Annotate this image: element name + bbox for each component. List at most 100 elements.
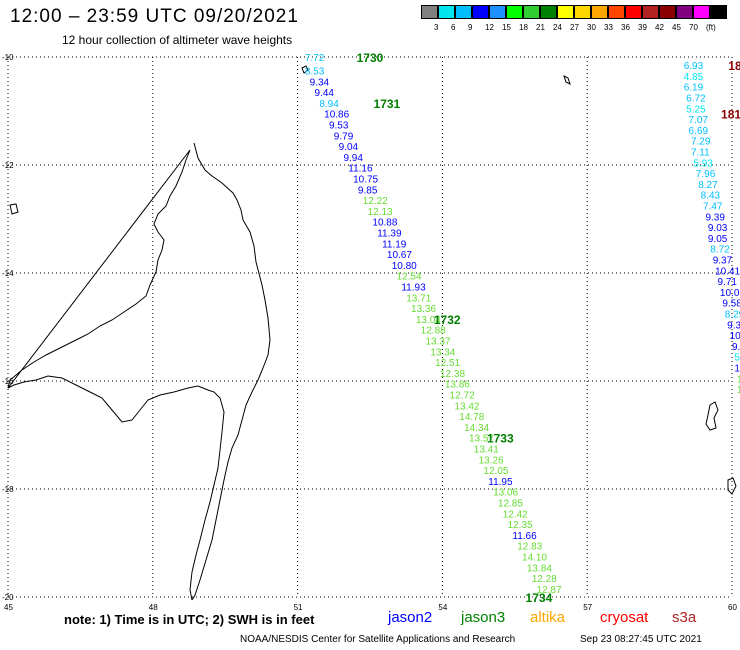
satellite-altika: altika (530, 609, 566, 626)
swh-value: 9.04 (339, 142, 359, 153)
satellite-jason3: jason3 (461, 609, 506, 626)
lat-tick-label: -18 (2, 485, 14, 494)
pass-labels: 173017311732173317341814181318 (357, 51, 740, 605)
island-3 (705, 401, 719, 431)
swh-value: 13.71 (406, 293, 431, 304)
colorbar-swatch (710, 5, 727, 19)
lat-tick-label: -12 (2, 161, 14, 170)
colorbar-label: 39 (638, 23, 647, 32)
swh-value: 7.96 (696, 169, 716, 180)
swh-value: 10.01 (720, 288, 740, 299)
swh-value: 8.29 (725, 310, 740, 321)
colorbar-swatch (438, 5, 455, 19)
colorbar-label: 42 (655, 23, 664, 32)
swh-value: 12.13 (368, 207, 393, 218)
lon-tick-label: 57 (583, 603, 592, 612)
island-5 (9, 203, 19, 215)
pass-number: 1813 (721, 108, 740, 122)
pass-number: 1731 (374, 97, 401, 111)
colorbar-swatch (676, 5, 693, 19)
swh-value: 6.93 (684, 61, 704, 72)
swh-value: 10.86 (324, 110, 349, 121)
swh-value: 11.39 (377, 229, 402, 240)
swh-value: 4.85 (684, 72, 704, 83)
colorbar-swatch (540, 5, 557, 19)
swh-value: 13.57 (469, 434, 494, 445)
swh-value: 10.88 (372, 218, 397, 229)
swh-value: 10.67 (387, 250, 412, 261)
swh-value: 12.35 (508, 520, 533, 531)
swh-value: 6.72 (686, 94, 706, 105)
swh-value: 10.04 (730, 331, 740, 342)
swh-value: 13.37 (426, 337, 451, 348)
swh-value: 12.51 (435, 358, 460, 369)
colorbar-swatch (489, 5, 506, 19)
colorbar-label: 9 (468, 23, 473, 32)
swh-value: 10.80 (392, 261, 417, 272)
swh-value: 9.85 (358, 185, 378, 196)
swh-value: 13.06 (493, 488, 518, 499)
colorbar-swatch (557, 5, 574, 19)
swh-value: 9.30 (727, 320, 740, 331)
map-subtitle: 12 hour collection of altimeter wave hei… (62, 33, 293, 47)
colorbar-swatch (659, 5, 676, 19)
swh-value: 14.78 (459, 412, 484, 423)
swh-value: 12.0 (737, 385, 740, 396)
swh-value: 11.66 (512, 531, 537, 542)
pass-number: 1814 (728, 59, 740, 73)
swh-value: 12.85 (498, 499, 523, 510)
swh-value: 7.29 (691, 137, 711, 148)
swh-value: 8.27 (698, 180, 718, 191)
swh-value: 12.7 (737, 374, 740, 385)
swh-value: 13.34 (430, 347, 455, 358)
colorbar-label: (ft) (706, 23, 716, 32)
island-2 (563, 75, 571, 85)
lat-tick-label: -10 (2, 53, 14, 62)
swh-value: 14.10 (522, 553, 547, 564)
swh-value: 12.87 (537, 585, 562, 596)
swh-value: 14.34 (464, 423, 489, 434)
swh-value: 10.99 (734, 364, 740, 375)
colorbar-label: 27 (570, 23, 579, 32)
pass-number: 1730 (357, 51, 384, 65)
colorbar-swatch (421, 5, 438, 19)
swh-value: 11.93 (401, 283, 426, 294)
swh-value: 9.37 (713, 256, 733, 267)
swh-value: 11.95 (488, 477, 513, 488)
pass-number: 1733 (487, 432, 514, 446)
swh-value: 5.84 (734, 353, 740, 364)
swh-value: 8.53 (305, 67, 325, 78)
colorbar-label: 3 (434, 23, 439, 32)
colorbar-swatch (693, 5, 710, 19)
swh-value: 13.04 (416, 315, 441, 326)
lon-tick-label: 48 (149, 603, 158, 612)
swh-value: 7.11 (691, 148, 710, 159)
colorbar-label: 12 (485, 23, 494, 32)
swh-value: 12.83 (517, 542, 542, 553)
colorbar-swatch (506, 5, 523, 19)
swh-value: 7.47 (703, 202, 723, 213)
swh-value: 11.19 (382, 239, 407, 250)
colorbar-swatch (642, 5, 659, 19)
colorbar-swatch (625, 5, 642, 19)
swh-value: 8.72 (710, 245, 730, 256)
colorbar-swatch (608, 5, 625, 19)
coastline (7, 65, 737, 601)
swh-value: 9.34 (310, 77, 330, 88)
swh-value: 12.88 (421, 326, 446, 337)
madagascar-coast (7, 142, 271, 601)
swh-value: 12.42 (503, 509, 528, 520)
colorbar-swatch (523, 5, 540, 19)
swh-value: 8.43 (701, 191, 721, 202)
colorbar-swatch (455, 5, 472, 19)
swh-value: 13.84 (527, 563, 552, 574)
swh-value: 8.94 (319, 99, 339, 110)
lat-lon-grid (7, 56, 733, 598)
lon-tick-label: 45 (4, 603, 13, 612)
swh-value: 9.05 (708, 234, 728, 245)
swh-value: 9.79 (334, 131, 354, 142)
swh-value: 9.53 (329, 121, 349, 132)
footer-credit: NOAA/NESDIS Center for Satellite Applica… (240, 634, 516, 645)
colorbar-label: 15 (502, 23, 511, 32)
